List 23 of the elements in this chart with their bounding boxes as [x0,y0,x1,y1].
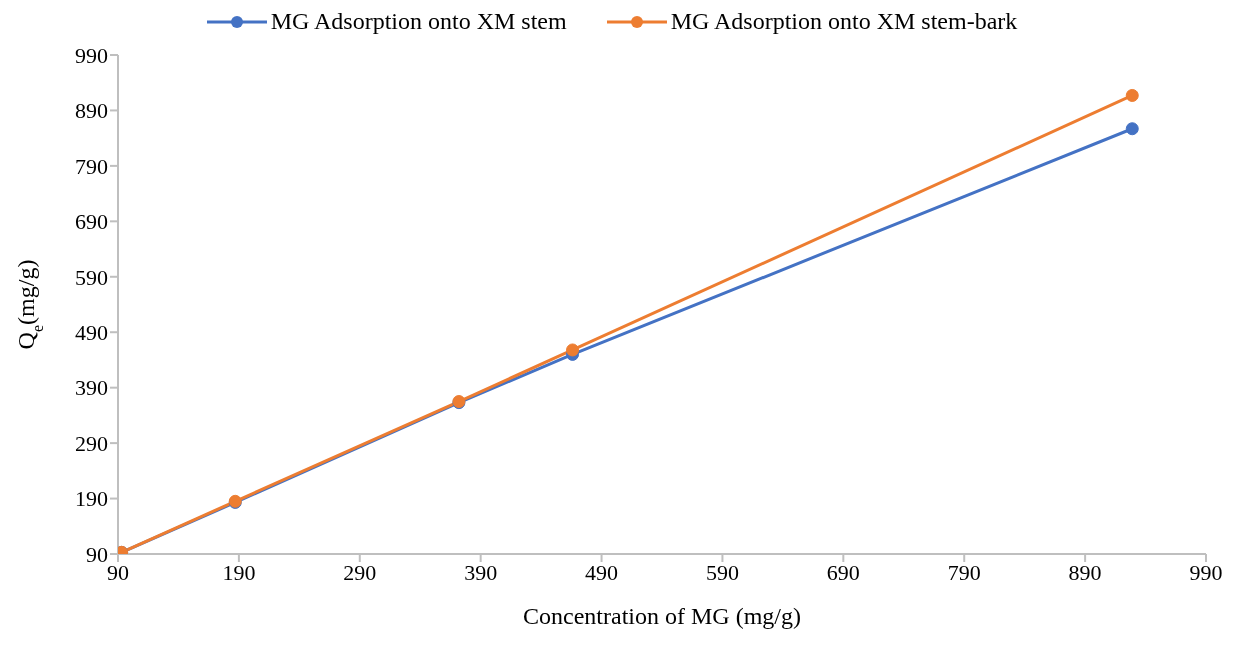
x-tick-label: 390 [464,559,498,585]
y-tick-label: 90 [86,541,108,567]
x-tick-label: 290 [343,559,377,585]
x-tick-label: 690 [826,559,860,585]
legend-label: MG Adsorption onto XM stem-bark [670,8,1018,35]
x-tick-label: 590 [705,559,739,585]
y-tick-label: 790 [75,153,108,179]
x-tick-label: 90 [107,559,129,585]
x-axis-title: Concentration of MG (mg/g) [523,603,801,629]
y-tick-label: 890 [75,98,108,124]
y-tick-label: 190 [75,486,108,512]
y-tick-label: 490 [75,320,108,346]
y-tick-label: 390 [75,375,108,401]
y-tick-label: 690 [75,209,108,235]
x-tick-label: 490 [585,559,619,585]
x-tick-label: 890 [1068,559,1102,585]
y-tick-label: 290 [75,430,108,456]
legend-label: MG Adsorption onto XM stem [270,8,567,35]
x-tick-label: 790 [947,559,981,585]
y-tick-label: 590 [75,264,108,290]
x-tick-label: 190 [222,559,256,585]
y-tick-label: 990 [75,42,108,68]
x-tick-label: 990 [1189,559,1223,585]
